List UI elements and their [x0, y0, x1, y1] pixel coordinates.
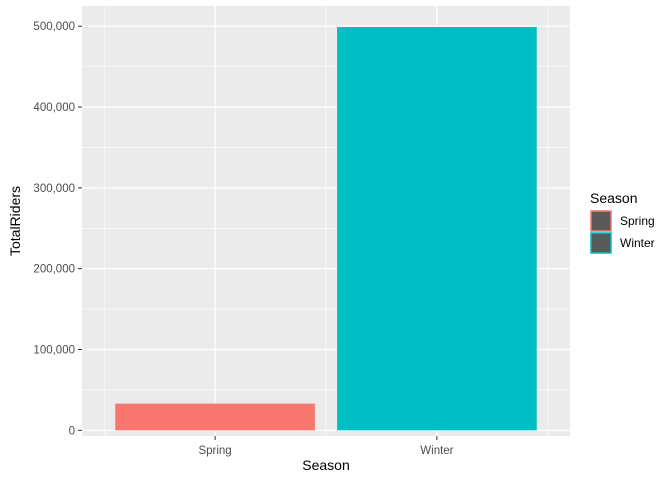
y-tick-label: 500,000 — [33, 21, 75, 33]
y-tick-label: 400,000 — [33, 102, 75, 114]
legend-label-winter: Winter — [620, 236, 655, 250]
bar-spring — [115, 403, 315, 431]
x-tick-label: Spring — [198, 445, 231, 457]
y-axis-title: TotalRiders — [7, 186, 23, 256]
y-tick-label: 100,000 — [33, 345, 75, 357]
legend-title: Season — [590, 190, 637, 206]
x-axis-title: Season — [302, 457, 349, 473]
bar-winter — [337, 27, 537, 431]
legend-key-winter — [590, 232, 612, 254]
y-tick-label: 200,000 — [33, 264, 75, 276]
legend-key-spring — [590, 210, 612, 232]
y-axis: 0 100,000 200,000 300,000 400,000 500,000 — [33, 21, 82, 437]
bars — [115, 27, 537, 431]
x-tick-label: Winter — [420, 445, 453, 457]
x-axis: Spring Winter — [198, 436, 454, 457]
y-tick-label: 300,000 — [33, 183, 75, 195]
legend: Season Spring Winter — [590, 190, 655, 254]
y-tick-label: 0 — [69, 425, 75, 437]
legend-label-spring: Spring — [620, 214, 655, 228]
minor-gridlines — [82, 6, 570, 436]
